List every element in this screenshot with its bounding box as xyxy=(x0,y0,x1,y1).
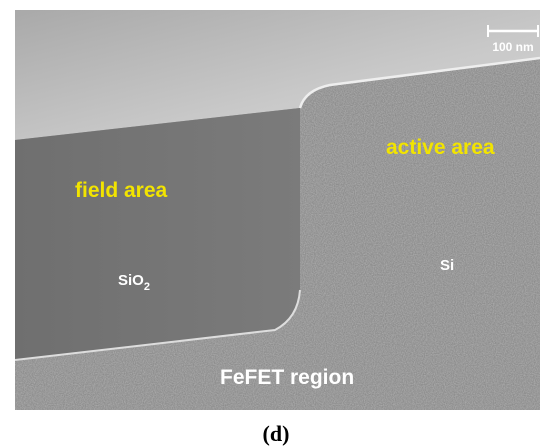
oxide-text: SiO xyxy=(118,272,144,289)
label-field: field area xyxy=(75,179,168,202)
figure: 100 nm active area field area SiO2 Si Fe… xyxy=(0,0,551,448)
label-region: FeFET region xyxy=(220,366,354,389)
label-active: active area xyxy=(386,136,495,159)
caption: (d) xyxy=(263,421,290,446)
label-silicon: Si xyxy=(440,257,454,274)
page: 100 nm active area field area SiO2 Si Fe… xyxy=(0,0,551,448)
field-oxide xyxy=(15,108,300,360)
micrograph xyxy=(15,10,540,410)
oxide-subscript: 2 xyxy=(144,281,150,293)
scale-label: 100 nm xyxy=(492,40,533,54)
